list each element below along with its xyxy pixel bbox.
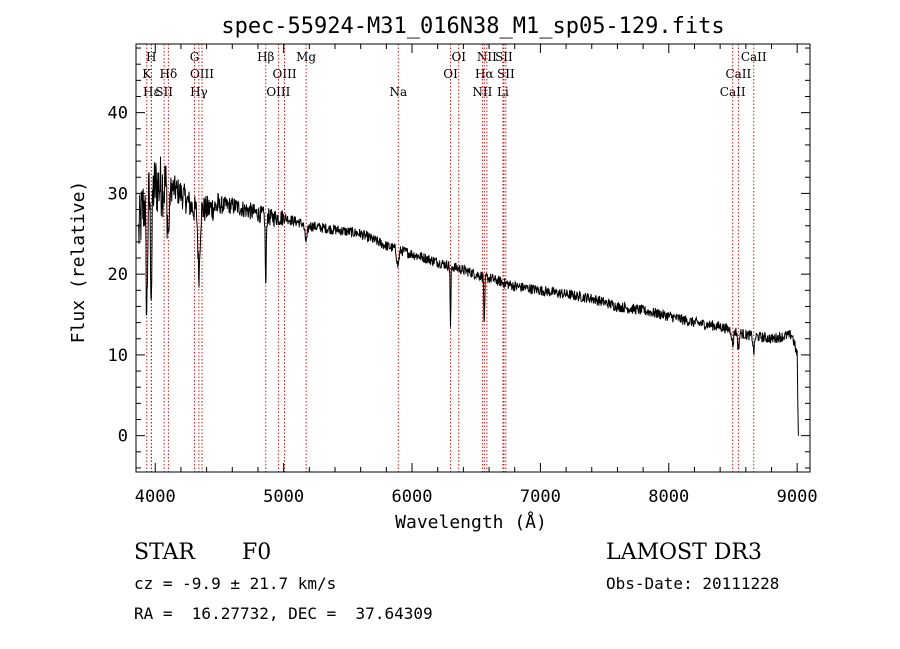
line-label-OIII: OIII bbox=[273, 67, 297, 81]
chart-title: spec-55924-M31_016N38_M1_sp05-129.fits bbox=[221, 14, 724, 39]
line-label-CaII: CaII bbox=[720, 85, 746, 99]
line-label-CaII: CaII bbox=[725, 67, 751, 81]
line-label-Hβ: Hβ bbox=[257, 50, 274, 64]
x-tick-label: 4000 bbox=[135, 487, 176, 507]
x-tick-label: 8000 bbox=[648, 487, 689, 507]
line-label-Hα: Hα bbox=[475, 67, 494, 81]
line-label-G: G bbox=[190, 50, 200, 64]
line-label-NII: NII bbox=[477, 50, 497, 64]
plot-frame bbox=[135, 43, 811, 473]
line-label-SII: SII bbox=[155, 85, 173, 99]
line-label-Hγ: Hγ bbox=[190, 85, 208, 99]
x-tick-label: 7000 bbox=[520, 487, 561, 507]
line-label-Hε: Hε bbox=[143, 85, 160, 99]
observation-date: Obs-Date: 20111228 bbox=[606, 574, 780, 593]
line-label-Mg: Mg bbox=[296, 50, 316, 64]
line-label-OIII: OIII bbox=[190, 67, 214, 81]
line-label-SII: SII bbox=[497, 67, 515, 81]
x-tick-label: 5000 bbox=[263, 487, 304, 507]
x-tick-label: 6000 bbox=[392, 487, 433, 507]
spectral-line-markers: HKHεHδSIIGOIIIHγHβOIIIOIIIMgNaOIOINIISII… bbox=[142, 44, 767, 472]
spectrum-series-line bbox=[138, 156, 799, 436]
line-label-SII: SII bbox=[495, 50, 513, 64]
line-label-K: K bbox=[142, 67, 152, 81]
y-axis-label: Flux (relative) bbox=[68, 181, 89, 344]
object-class: STAR bbox=[134, 540, 195, 565]
line-label-NII: NII bbox=[472, 85, 492, 99]
y-tick-label: 30 bbox=[108, 184, 128, 204]
line-label-Li: Li bbox=[497, 85, 509, 99]
line-label-OI: OI bbox=[451, 50, 466, 64]
line-label-OI: OI bbox=[443, 67, 458, 81]
survey-name: LAMOST DR3 bbox=[606, 540, 762, 565]
x-tick-label: 9000 bbox=[777, 487, 818, 507]
line-label-OIII: OIII bbox=[266, 85, 290, 99]
y-tick-label: 10 bbox=[108, 346, 128, 366]
line-label-H: H bbox=[146, 50, 156, 64]
line-label-Na: Na bbox=[389, 85, 407, 99]
line-label-Hδ: Hδ bbox=[160, 67, 178, 81]
x-axis-label: Wavelength (Å) bbox=[395, 511, 547, 533]
sky-coordinates: RA = 16.27732, DEC = 37.64309 bbox=[134, 604, 433, 623]
redshift-cz: cz = -9.9 ± 21.7 km/s bbox=[134, 574, 337, 593]
axis-ticks: 4000 5000 6000 7000 8000 9000 0 10 20 30 40 bbox=[108, 44, 818, 507]
y-tick-label: 40 bbox=[108, 104, 128, 124]
object-subclass: F0 bbox=[242, 540, 272, 565]
y-tick-label: 0 bbox=[118, 427, 128, 447]
line-label-CaII: CaII bbox=[741, 50, 767, 64]
y-tick-label: 20 bbox=[108, 265, 128, 285]
